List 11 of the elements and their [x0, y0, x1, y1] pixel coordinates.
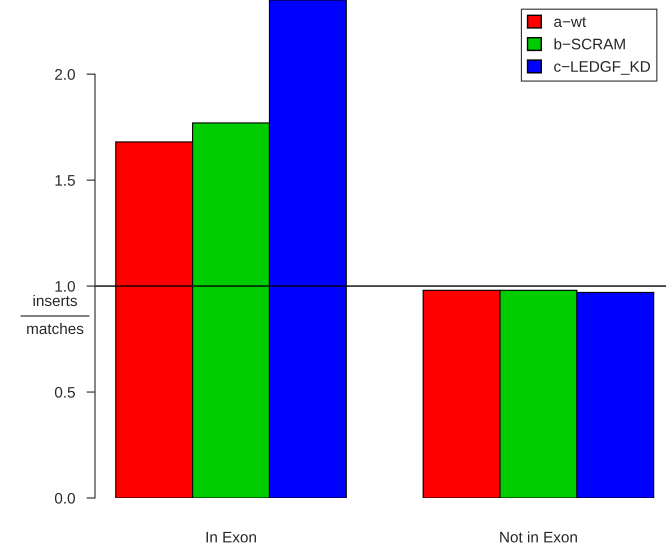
y-tick-label: 0.0 — [54, 492, 75, 504]
x-tick-label: Not in Exon — [500, 531, 577, 543]
y-tick-label: 0.5 — [54, 386, 75, 398]
y-tick-label: 1.5 — [55, 175, 75, 186]
y-tick-label: 2.0 — [55, 69, 75, 80]
legend-label: a−wt — [554, 17, 586, 28]
legend-label: b−SCRAM — [554, 38, 625, 50]
y-tick-label: 1.0 — [55, 280, 75, 292]
x-tick-label: In Exon — [206, 532, 256, 543]
y-axis-title: inserts matches — [27, 294, 84, 334]
legend-label: c−LEDGF_KD — [554, 61, 650, 75]
